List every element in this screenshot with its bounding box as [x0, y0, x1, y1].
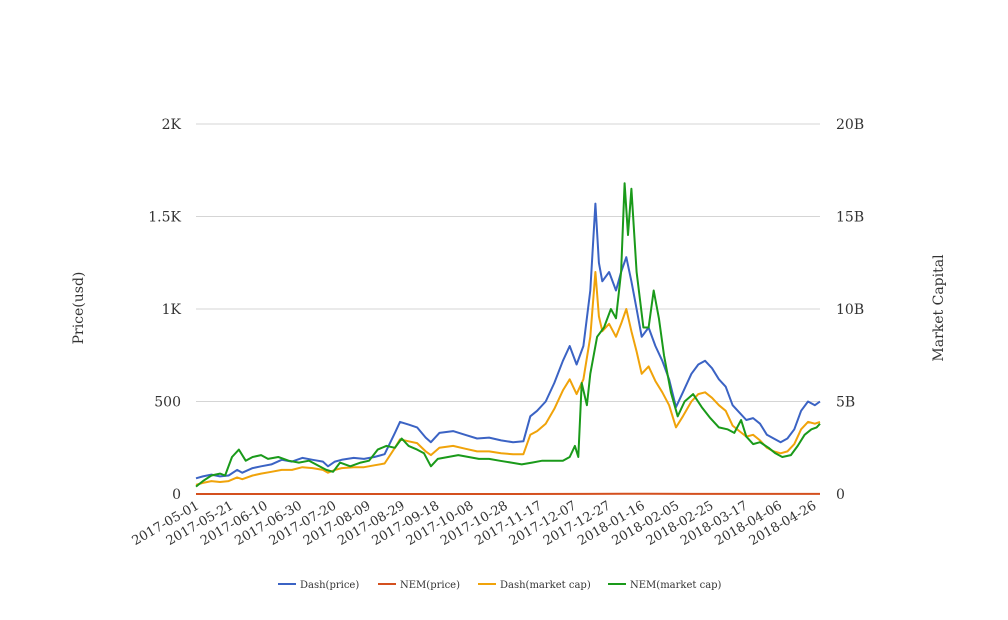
y-left-tick-label: 500: [154, 395, 181, 411]
gridlines: [196, 124, 820, 494]
x-axis-ticks: 2017-05-012017-05-212017-06-102017-06-30…: [130, 498, 820, 548]
y-right-tick-label: 10B: [836, 302, 864, 318]
y-axis-left-label: Price(usd): [71, 272, 87, 345]
y-left-tick-label: 2K: [162, 117, 182, 133]
y-right-tick-label: 20B: [836, 117, 864, 133]
legend-label: NEM(market cap): [630, 580, 722, 591]
legend: Dash(price) NEM(price) Dash(market cap) NEM…: [278, 580, 722, 591]
left-axis-ticks: 0 500 1K 1.5K 2K: [148, 117, 181, 503]
y-right-tick-label: 0: [836, 487, 845, 503]
series-line-dash-market-cap: [196, 272, 820, 485]
legend-label: Dash(price): [300, 580, 359, 591]
y-left-tick-label: 1K: [162, 302, 182, 318]
series-lines: [196, 183, 820, 494]
y-right-tick-label: 5B: [836, 395, 855, 411]
legend-label: Dash(market cap): [500, 580, 591, 591]
y-left-tick-label: 1.5K: [148, 210, 181, 226]
y-right-tick-label: 15B: [836, 210, 864, 226]
series-line-dash-price: [196, 204, 820, 479]
y-axis-right-label: Market Capital: [931, 254, 947, 362]
legend-label: NEM(price): [400, 580, 460, 591]
right-axis-ticks: 0 5B 10B 15B 20B: [836, 117, 864, 503]
y-left-tick-label: 0: [172, 487, 181, 503]
